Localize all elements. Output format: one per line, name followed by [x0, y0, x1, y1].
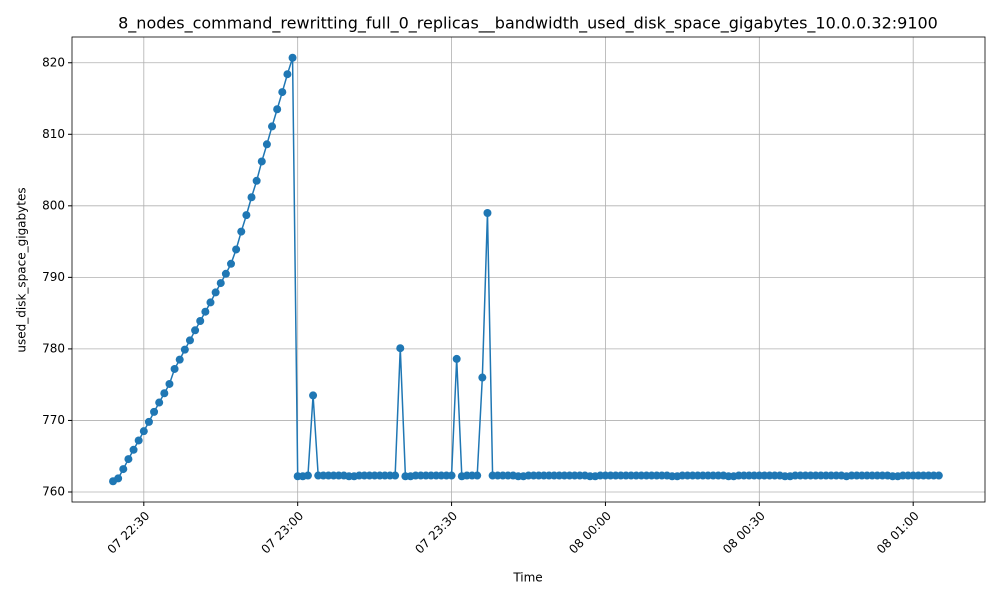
data-point [165, 379, 174, 388]
data-point [139, 427, 148, 436]
data-point [155, 398, 164, 407]
data-point [134, 436, 143, 445]
data-point [114, 474, 123, 483]
data-point [303, 471, 312, 480]
data-point [288, 53, 297, 62]
data-point [206, 298, 215, 307]
data-point [247, 193, 256, 202]
data-point [473, 471, 482, 480]
data-point [221, 269, 230, 278]
data-point [391, 471, 400, 480]
data-point [447, 471, 456, 480]
data-point [119, 465, 128, 474]
y-tick-label: 820 [42, 55, 65, 69]
y-tick-label: 780 [42, 341, 65, 355]
data-point [191, 326, 200, 335]
y-tick-label: 790 [42, 270, 65, 284]
data-point [201, 307, 210, 316]
data-point [196, 317, 205, 326]
data-point [396, 344, 405, 353]
data-point [144, 417, 153, 426]
y-tick-label: 810 [42, 127, 65, 141]
data-point [268, 122, 277, 131]
data-point [237, 227, 246, 236]
y-tick-label: 770 [42, 413, 65, 427]
y-tick-label: 760 [42, 484, 65, 498]
chart-title: 8_nodes_command_rewritting_full_0_replic… [118, 14, 938, 34]
data-point [175, 355, 184, 364]
data-point [160, 389, 169, 398]
y-tick-label: 800 [42, 198, 65, 212]
data-point [170, 364, 179, 373]
data-point [483, 208, 492, 217]
data-point [478, 373, 487, 382]
data-point [129, 445, 138, 454]
data-point [227, 259, 236, 268]
y-axis-label: used_disk_space_gigabytes [15, 187, 29, 352]
data-point [283, 70, 292, 79]
plot-frame [71, 36, 986, 503]
data-point [124, 455, 133, 464]
data-point [242, 211, 251, 220]
data-point [278, 88, 287, 97]
data-point [232, 245, 241, 254]
data-point [180, 345, 189, 354]
data-point [273, 105, 282, 114]
data-point [150, 407, 159, 416]
data-point [185, 336, 194, 345]
data-point [934, 471, 943, 480]
data-point [216, 279, 225, 288]
data-point [309, 391, 318, 400]
x-axis-label: Time [512, 571, 542, 585]
data-point [257, 157, 266, 166]
data-point [211, 288, 220, 297]
data-point [452, 354, 461, 363]
data-point [252, 176, 261, 185]
data-point [262, 140, 271, 149]
